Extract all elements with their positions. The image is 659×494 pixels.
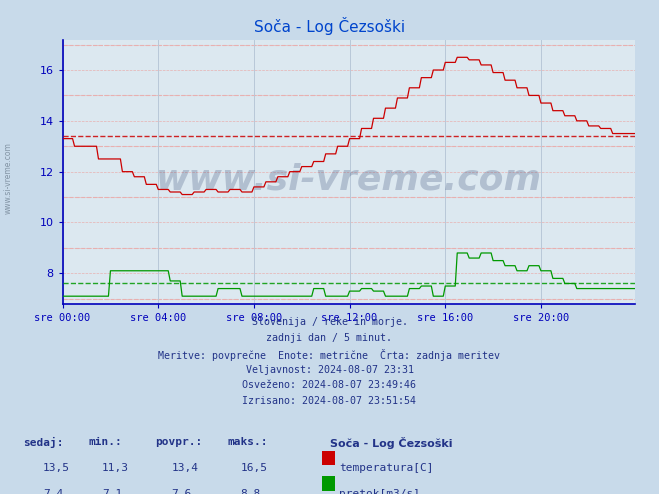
Text: zadnji dan / 5 minut.: zadnji dan / 5 minut.	[266, 333, 393, 343]
Text: Meritve: povprečne  Enote: metrične  Črta: zadnja meritev: Meritve: povprečne Enote: metrične Črta:…	[159, 349, 500, 361]
Text: 13,5: 13,5	[43, 463, 70, 473]
Text: Osveženo: 2024-08-07 23:49:46: Osveženo: 2024-08-07 23:49:46	[243, 380, 416, 390]
Text: Izrisano: 2024-08-07 23:51:54: Izrisano: 2024-08-07 23:51:54	[243, 396, 416, 406]
Text: Veljavnost: 2024-08-07 23:31: Veljavnost: 2024-08-07 23:31	[246, 365, 413, 374]
Text: 13,4: 13,4	[171, 463, 198, 473]
Text: 8,8: 8,8	[241, 489, 261, 494]
Text: 11,3: 11,3	[102, 463, 129, 473]
Text: 7,1: 7,1	[102, 489, 123, 494]
Text: www.si-vreme.com: www.si-vreme.com	[156, 163, 542, 197]
Text: 7,6: 7,6	[171, 489, 192, 494]
Text: Soča - Log Čezsoški: Soča - Log Čezsoški	[330, 437, 452, 449]
Text: Slovenija / reke in morje.: Slovenija / reke in morje.	[252, 317, 407, 327]
Text: min.:: min.:	[89, 437, 123, 447]
Text: maks.:: maks.:	[227, 437, 268, 447]
Text: www.si-vreme.com: www.si-vreme.com	[3, 142, 13, 214]
Text: temperatura[C]: temperatura[C]	[339, 463, 434, 473]
Text: 7,4: 7,4	[43, 489, 63, 494]
Text: sedaj:: sedaj:	[23, 437, 63, 448]
Text: 16,5: 16,5	[241, 463, 268, 473]
Text: Soča - Log Čezsoški: Soča - Log Čezsoški	[254, 17, 405, 35]
Text: povpr.:: povpr.:	[155, 437, 202, 447]
Text: pretok[m3/s]: pretok[m3/s]	[339, 489, 420, 494]
